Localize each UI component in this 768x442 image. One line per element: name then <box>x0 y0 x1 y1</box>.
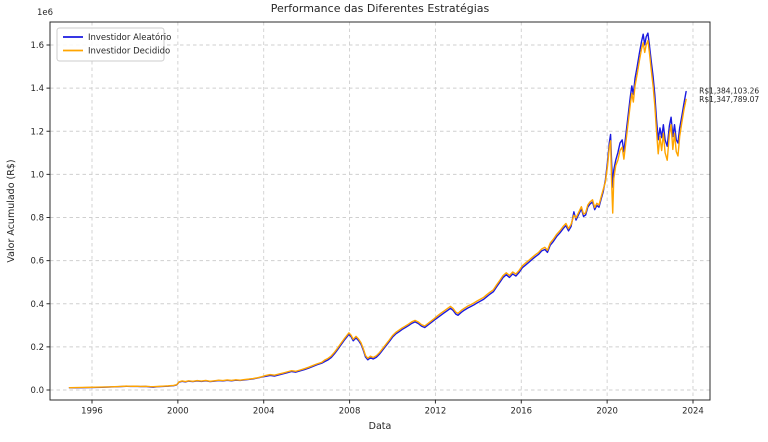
y-tick-label: 0.8 <box>30 214 44 224</box>
y-tick-label: 1.2 <box>30 127 44 137</box>
series-layer <box>68 32 687 389</box>
grid-layer <box>50 22 710 400</box>
axes-spines <box>49 21 711 401</box>
y-tick-label: 1.6 <box>30 41 44 51</box>
y-tick-label: 0.0 <box>30 386 44 396</box>
x-tick-label: 2000 <box>167 407 189 417</box>
y-tick-label: 0.6 <box>30 257 44 267</box>
y-tick-label: 1.0 <box>30 170 44 180</box>
y-axis-label: Valor Acumulado (R$) <box>6 159 17 262</box>
x-tick-label: 2024 <box>682 407 704 417</box>
legend: Investidor Aleatório Investidor Decidido <box>56 27 171 62</box>
x-tick-label: 2020 <box>596 407 618 417</box>
x-tick-label: 2016 <box>510 407 532 417</box>
series-line-decidido <box>68 39 687 389</box>
x-tick-label: 1996 <box>81 407 103 417</box>
legend-label-decidido: Investidor Decidido <box>88 47 170 57</box>
x-axis-label: Data <box>369 421 392 432</box>
legend-label-aleatorio: Investidor Aleatório <box>88 32 171 43</box>
chart-title: Performance das Diferentes Estratégias <box>271 2 490 15</box>
y-tick-label: 0.2 <box>30 343 44 353</box>
plot-area <box>50 22 710 400</box>
y-tick-label: 1.4 <box>30 84 44 94</box>
y-tick-label: 0.4 <box>30 300 44 310</box>
final-value-annotation-decidido: R$1,347,789.07 <box>699 95 759 104</box>
x-tick-label: 2004 <box>253 407 275 417</box>
final-value-annotation-aleatorio: R$1,384,103.26 <box>699 87 759 96</box>
tick-layer: 1996 2000 2004 2008 2012 2016 2020 2024 0.0 0.2 0.… <box>30 41 703 417</box>
x-tick-label: 2008 <box>339 407 361 417</box>
y-axis-offset-label: 1e6 <box>37 8 53 18</box>
x-tick-label: 2012 <box>425 407 447 417</box>
legend-box <box>56 27 165 62</box>
